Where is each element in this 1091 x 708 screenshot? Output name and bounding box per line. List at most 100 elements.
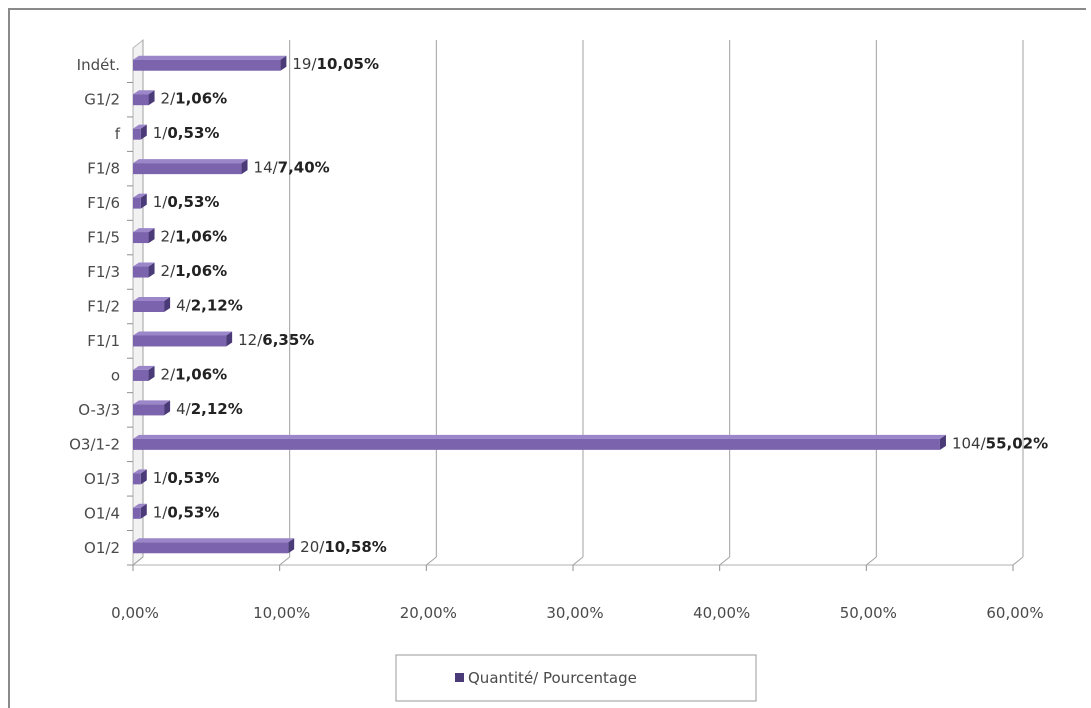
bar-group	[133, 297, 171, 312]
data-label: 2/1,06%	[161, 262, 228, 280]
data-label-percent: 0,53%	[167, 469, 219, 487]
data-label: 4/2,12%	[176, 400, 243, 418]
x-tick-label: 50,00%	[840, 604, 897, 622]
bar	[133, 266, 149, 278]
bar-top	[133, 331, 233, 336]
bar	[133, 59, 281, 71]
bar-side	[164, 400, 171, 416]
data-label: 1/0,53%	[153, 124, 220, 142]
data-label-percent: 7,40%	[278, 159, 330, 177]
category-label: F1/8	[87, 160, 120, 178]
gridline-floor-4	[719, 556, 730, 566]
bar	[133, 542, 289, 554]
gridline-floor-6	[1012, 556, 1024, 566]
data-label-percent: 0,53%	[167, 124, 219, 142]
data-label-count: 1/	[153, 193, 169, 211]
data-label-percent: 0,53%	[167, 193, 219, 211]
data-label-count: 104/	[952, 434, 987, 452]
data-label-count: 14/	[254, 159, 279, 177]
data-label-count: 4/	[176, 297, 192, 315]
bar-group	[133, 538, 295, 554]
data-label-percent: 1,06%	[175, 262, 227, 280]
data-label: 1/0,53%	[153, 469, 220, 487]
bar-group	[133, 228, 155, 244]
bar-group	[133, 503, 147, 519]
bar-side	[241, 159, 248, 175]
bar-top	[133, 124, 147, 129]
bar	[133, 335, 227, 347]
bar-group	[133, 262, 155, 278]
x-tick-label: 0,00%	[111, 604, 159, 622]
bar-side	[939, 434, 946, 450]
bar-side	[148, 90, 155, 106]
category-label: f	[115, 125, 121, 143]
data-label-count: 12/	[238, 331, 263, 349]
data-label-percent: 55,02%	[986, 434, 1048, 452]
bar	[133, 301, 165, 312]
bar-side	[140, 124, 147, 140]
bar-side	[140, 503, 147, 519]
chart-frame	[8, 8, 1086, 708]
data-label: 12/6,35%	[238, 331, 314, 349]
bar-top	[133, 434, 946, 439]
bar-top	[133, 469, 147, 474]
data-label: 19/10,05%	[292, 55, 379, 73]
bar-group	[133, 55, 287, 71]
category-label: F1/6	[87, 194, 120, 212]
bar-side	[280, 55, 287, 71]
bar	[133, 473, 141, 485]
category-label: F1/1	[87, 332, 120, 350]
bar-side	[148, 228, 155, 244]
x-tick-label: 40,00%	[693, 604, 750, 622]
bar	[133, 232, 149, 244]
x-tick-label: 60,00%	[986, 604, 1043, 622]
legend: Quantité/ Pourcentage	[395, 654, 757, 702]
legend-swatch	[455, 673, 464, 682]
data-label-percent: 1,06%	[175, 365, 227, 383]
bar-group	[133, 124, 147, 140]
gridline-floor-3	[572, 556, 584, 566]
bar-side	[164, 297, 171, 312]
bar-top	[133, 90, 155, 95]
bar-top	[133, 297, 171, 301]
data-label: 2/1,06%	[161, 365, 228, 383]
bar	[133, 197, 141, 209]
data-label-percent: 1,06%	[175, 90, 227, 108]
data-label: 1/0,53%	[153, 503, 220, 521]
category-label: F1/3	[87, 263, 120, 281]
bar	[133, 438, 940, 450]
bar-top	[133, 193, 147, 198]
data-label-count: 19/	[292, 55, 317, 73]
bar-top	[133, 262, 155, 267]
category-label: O-3/3	[78, 401, 120, 419]
bar-group	[133, 469, 147, 485]
bar-top	[133, 538, 295, 543]
bar	[133, 163, 242, 175]
data-label: 4/2,12%	[176, 297, 243, 315]
bar	[133, 369, 149, 381]
category-label: O1/2	[84, 539, 120, 557]
legend-label: Quantité/ Pourcentage	[468, 669, 637, 687]
bar-side	[140, 193, 147, 209]
data-label-percent: 10,05%	[317, 55, 379, 73]
bar	[133, 128, 141, 140]
data-label-percent: 10,58%	[324, 538, 386, 556]
data-label-count: 2/	[161, 262, 177, 280]
x-tick-label: 20,00%	[400, 604, 457, 622]
data-label: 2/1,06%	[161, 228, 228, 246]
bar-group	[133, 90, 155, 106]
gridline-floor-1	[279, 556, 290, 566]
gridline-floor-2	[426, 556, 437, 566]
bar-group	[133, 434, 946, 450]
bar	[133, 94, 149, 106]
bar-side	[148, 365, 155, 381]
data-label: 104/55,02%	[952, 434, 1048, 452]
data-label-percent: 6,35%	[262, 331, 314, 349]
data-label-count: 1/	[153, 469, 169, 487]
bar-side	[288, 538, 295, 554]
bar-group	[133, 365, 155, 381]
data-label-count: 1/	[153, 124, 169, 142]
data-label-count: 1/	[153, 503, 169, 521]
bar-top	[133, 228, 155, 233]
